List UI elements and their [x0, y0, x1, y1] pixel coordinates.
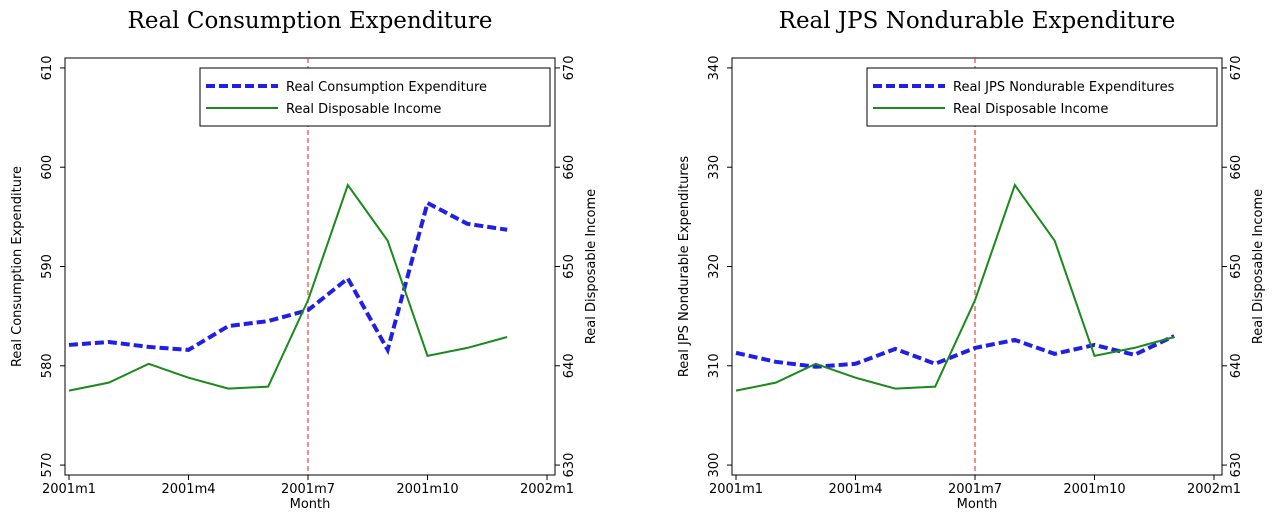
- y2-tick-label: 630: [1229, 453, 1244, 478]
- x-tick-label: 2001m10: [1063, 482, 1125, 497]
- y2-tick-label: 640: [1229, 353, 1244, 378]
- y-tick-label: 310: [707, 353, 722, 378]
- y-tick-label: 300: [707, 453, 722, 478]
- x-axis-label: Month: [957, 497, 998, 512]
- y2-tick-label: 640: [562, 353, 577, 378]
- y2-tick-label: 670: [1229, 56, 1244, 81]
- y2-tick-label: 650: [1229, 254, 1244, 279]
- x-tick-label: 2001m1: [709, 482, 763, 497]
- x-tick-label: 2001m7: [948, 482, 1002, 497]
- legend: [199, 67, 551, 127]
- x-tick-label: 2001m7: [281, 482, 335, 497]
- y2-tick-label: 660: [1229, 155, 1244, 180]
- legend-label: Real Disposable Income: [286, 102, 441, 117]
- y2-tick-label: 660: [562, 155, 577, 180]
- x-tick-label: 2001m1: [42, 482, 96, 497]
- y-axis-label: Real JPS Nondurable Expenditures: [677, 156, 692, 378]
- y2-axis-label: Real Disposable Income: [1251, 189, 1266, 344]
- y-tick-label: 330: [707, 155, 722, 180]
- chart-title: Real JPS Nondurable Expenditure: [779, 8, 1176, 34]
- y2-axis-label: Real Disposable Income: [584, 189, 599, 344]
- series-line: [68, 182, 508, 392]
- y2-tick-label: 670: [562, 56, 577, 81]
- y2-tick-label: 630: [562, 453, 577, 478]
- series-line: [735, 182, 1175, 392]
- y-tick-label: 570: [40, 453, 55, 478]
- legend-label: Real Disposable Income: [953, 102, 1108, 117]
- y-tick-label: 590: [40, 254, 55, 279]
- series-line: [68, 200, 508, 356]
- y-tick-label: 340: [707, 56, 722, 81]
- y-tick-label: 610: [40, 56, 55, 81]
- x-tick-label: 2001m4: [161, 482, 215, 497]
- y-tick-label: 320: [707, 254, 722, 279]
- y-tick-label: 600: [40, 155, 55, 180]
- x-tick-label: 2001m10: [396, 482, 458, 497]
- x-tick-label: 2002m1: [1187, 482, 1241, 497]
- series-line: [735, 334, 1176, 369]
- legend-label: Real Consumption Expenditure: [286, 80, 487, 95]
- legend-label: Real JPS Nondurable Expenditures: [953, 80, 1175, 95]
- chart-title: Real Consumption Expenditure: [128, 8, 493, 34]
- y-axis-label: Real Consumption Expenditure: [10, 166, 25, 367]
- x-axis-label: Month: [290, 497, 331, 512]
- y2-tick-label: 650: [562, 254, 577, 279]
- y-tick-label: 580: [40, 353, 55, 378]
- x-tick-label: 2002m1: [520, 482, 574, 497]
- x-tick-label: 2001m4: [828, 482, 882, 497]
- legend: [866, 67, 1218, 127]
